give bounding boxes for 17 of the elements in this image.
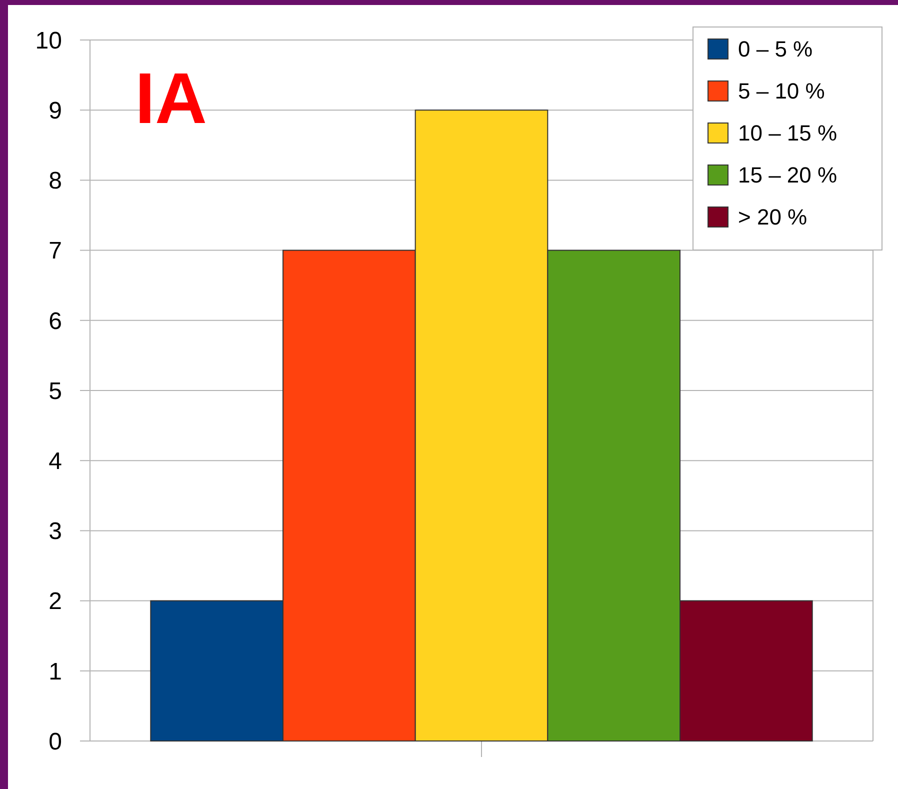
- y-tick-label: 5: [48, 378, 62, 405]
- y-tick-label: 3: [48, 518, 62, 546]
- legend-label: 0 – 5 %: [738, 36, 813, 62]
- chart-title: IA: [135, 59, 207, 139]
- y-tick-label: 9: [48, 98, 62, 124]
- legend-label: 10 – 15 %: [738, 120, 838, 146]
- y-tick-label: 8: [48, 168, 62, 195]
- y-tick-label: 2: [48, 588, 62, 616]
- y-tick-label: 1: [48, 658, 62, 686]
- y-tick-label: 6: [48, 308, 62, 335]
- y-tick-label: 4: [48, 448, 62, 475]
- y-tick-label: 0: [48, 728, 62, 756]
- legend-label: 5 – 10 %: [738, 78, 825, 104]
- y-tick-label: 10: [35, 27, 62, 54]
- legend-label: > 20 %: [738, 204, 808, 230]
- legend-label: 15 – 20 %: [738, 162, 838, 188]
- y-tick-label: 7: [48, 238, 62, 265]
